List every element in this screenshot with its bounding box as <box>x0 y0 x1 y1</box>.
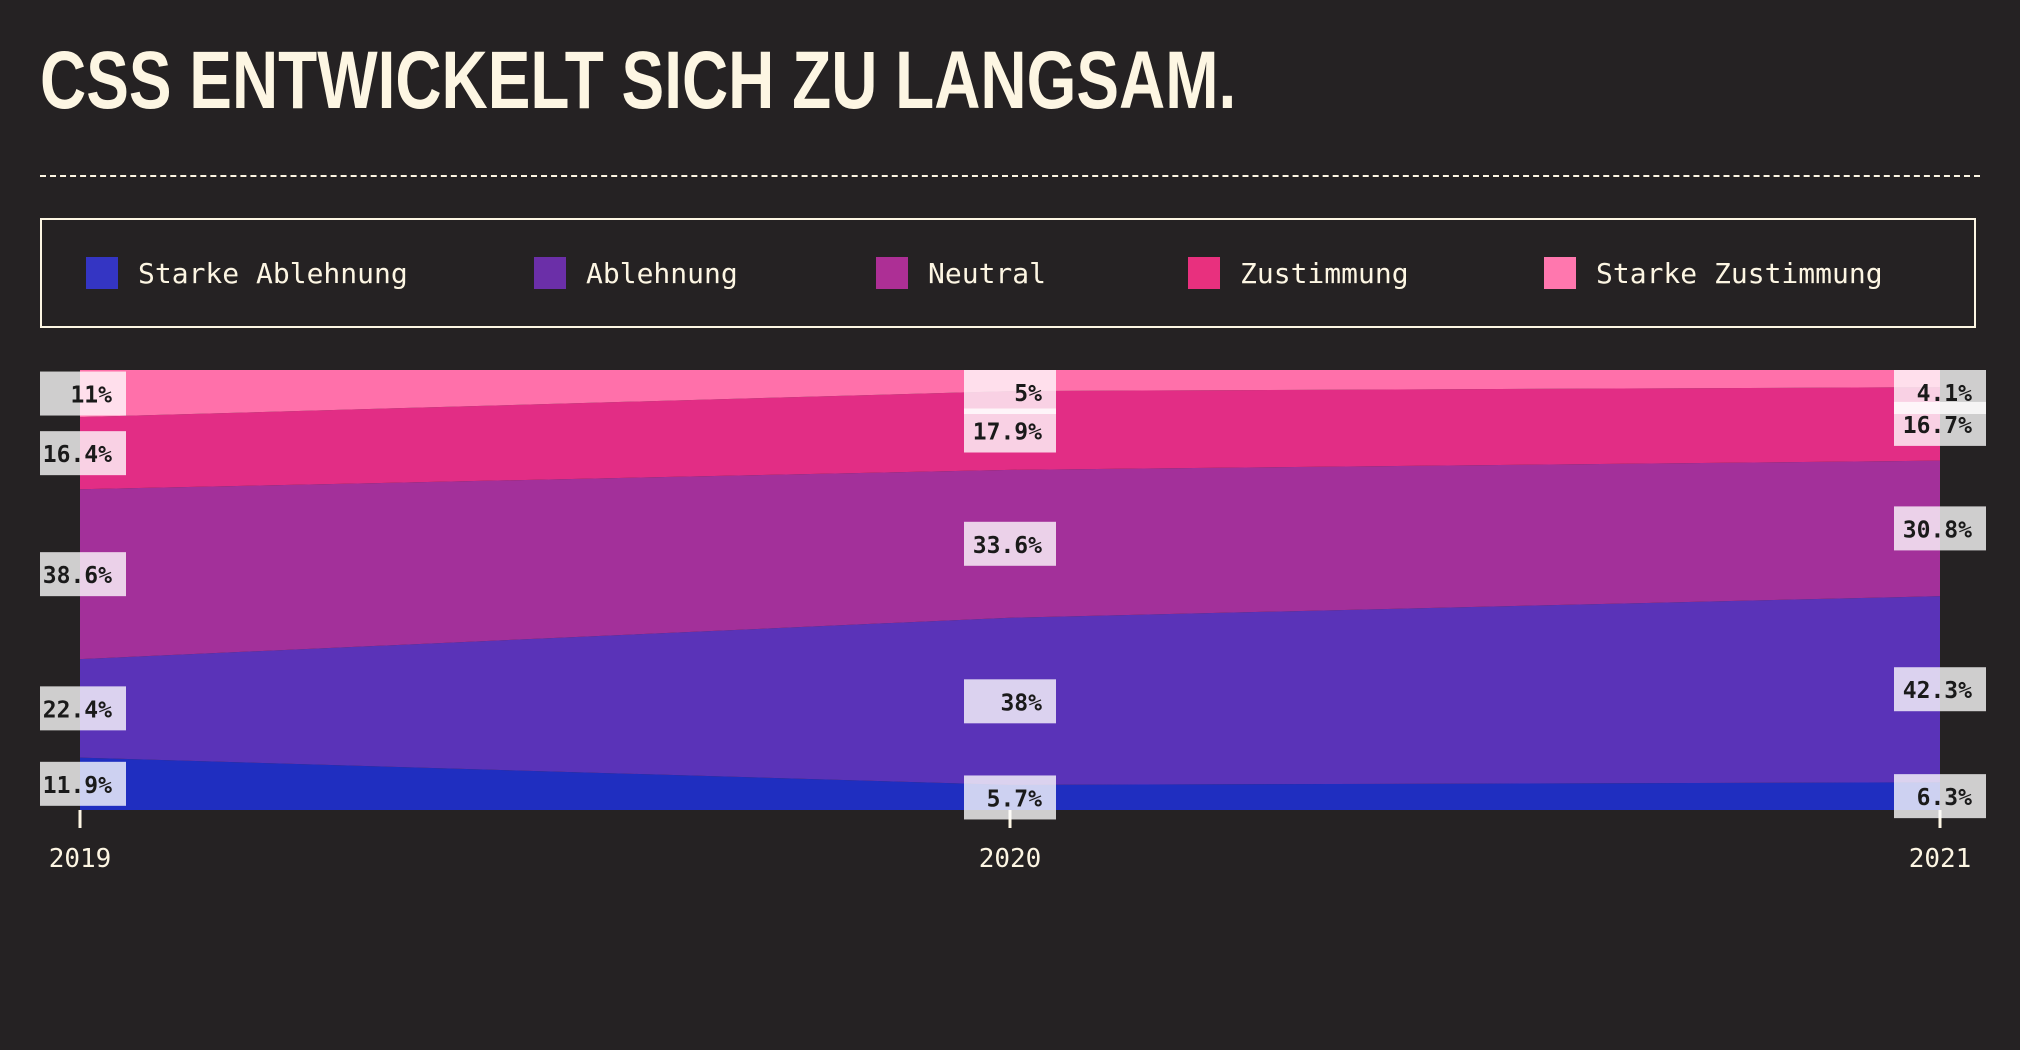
data-label-box <box>1894 506 1986 551</box>
data-label: 30.8% <box>1894 506 1986 551</box>
legend-swatch-starke-zustimmung <box>1544 257 1576 289</box>
legend-swatch-ablehnung <box>534 257 566 289</box>
data-label-box <box>964 408 1056 453</box>
page-title: CSS ENTWICKELT SICH ZU LANGSAM. <box>40 35 1237 126</box>
data-label-text: 5% <box>1014 381 1042 407</box>
data-label-text: 22.4% <box>43 697 112 723</box>
data-label: 22.4% <box>40 686 126 731</box>
area-starke-zustimmung <box>80 370 1940 418</box>
x-tick-label: 2019 <box>49 844 112 874</box>
legend-swatch-zustimmung <box>1188 257 1220 289</box>
legend-label: Neutral <box>928 256 1047 290</box>
data-label-box <box>1894 774 1986 819</box>
data-label: 6.3% <box>1894 774 1986 819</box>
data-label-text: 17.9% <box>973 420 1042 446</box>
data-label-box <box>1894 667 1986 712</box>
data-label-box <box>964 679 1056 724</box>
chart-legend: Starke Ablehnung Ablehnung Neutral Zusti… <box>40 218 1976 328</box>
data-label-text: 11.9% <box>43 773 112 799</box>
data-label-box <box>964 521 1056 566</box>
data-label-box <box>40 431 126 476</box>
data-label: 5% <box>964 370 1056 414</box>
data-label-text: 38% <box>1000 690 1042 716</box>
data-label-text: 11% <box>70 383 112 409</box>
area-starke-ablehnung <box>80 757 1940 810</box>
data-label-text: 33.6% <box>973 533 1042 559</box>
dashed-divider <box>40 175 1980 177</box>
data-label-text: 4.1% <box>1917 381 1973 407</box>
x-tick-label: 2020 <box>979 844 1042 874</box>
data-label-text: 5.7% <box>987 786 1043 812</box>
legend-item-starke-zustimmung[interactable]: Starke Zustimmung <box>1544 220 1883 326</box>
data-label-text: 6.3% <box>1917 785 1973 811</box>
data-label-box <box>964 370 1056 414</box>
data-label-text: 16.7% <box>1903 413 1972 439</box>
legend-label: Starke Zustimmung <box>1596 256 1883 290</box>
legend-item-ablehnung[interactable]: Ablehnung <box>534 220 738 326</box>
data-label-box <box>40 761 126 806</box>
data-label-box <box>964 775 1056 820</box>
data-label: 11.9% <box>40 761 126 806</box>
legend-swatch-starke-ablehnung <box>86 257 118 289</box>
data-label-box <box>40 552 126 597</box>
data-label-text: 16.4% <box>43 442 112 468</box>
data-label-text: 30.8% <box>1903 517 1972 543</box>
legend-swatch-neutral <box>876 257 908 289</box>
data-label: 5.7% <box>964 775 1056 820</box>
x-tick-label: 2021 <box>1909 844 1972 874</box>
legend-label: Zustimmung <box>1240 256 1409 290</box>
data-label: 16.4% <box>40 431 126 476</box>
data-label: 42.3% <box>1894 667 1986 712</box>
data-label-text: 42.3% <box>1903 678 1972 704</box>
data-label-text: 38.6% <box>43 563 112 589</box>
data-label: 11% <box>40 371 126 416</box>
data-label: 38% <box>964 679 1056 724</box>
legend-item-starke-ablehnung[interactable]: Starke Ablehnung <box>86 220 408 326</box>
data-label: 33.6% <box>964 521 1056 566</box>
legend-item-neutral[interactable]: Neutral <box>876 220 1046 326</box>
data-label: 4.1% <box>1894 370 1986 414</box>
data-label: 17.9% <box>964 408 1056 453</box>
data-label-box <box>1894 370 1986 414</box>
data-label: 38.6% <box>40 552 126 597</box>
data-label-box <box>40 371 126 416</box>
legend-label: Ablehnung <box>586 256 738 290</box>
legend-item-zustimmung[interactable]: Zustimmung <box>1188 220 1409 326</box>
data-label-box <box>40 686 126 731</box>
legend-label: Starke Ablehnung <box>138 256 408 290</box>
